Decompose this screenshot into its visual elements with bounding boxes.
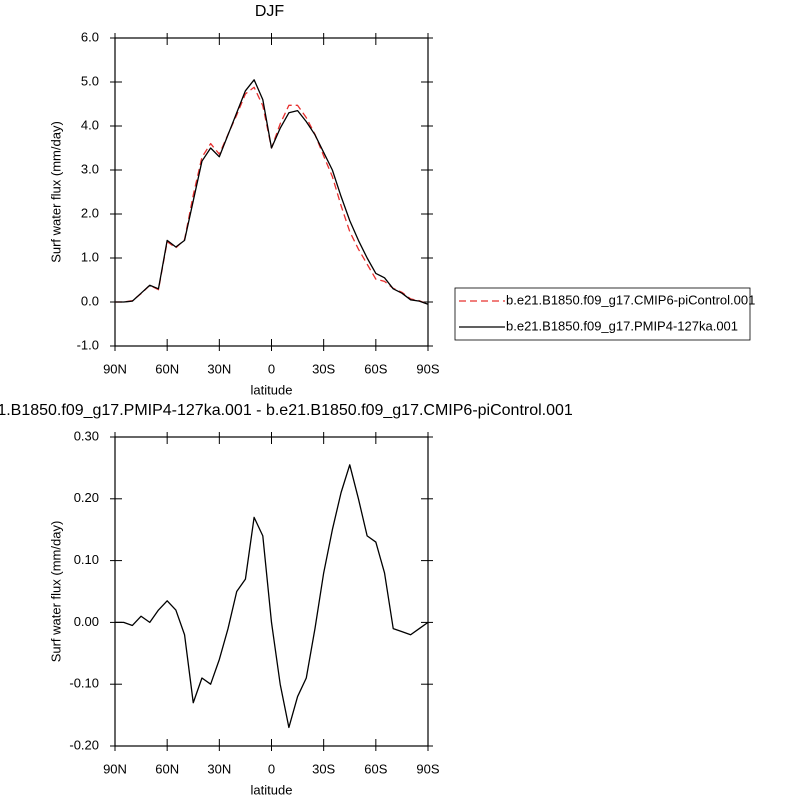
legend-label: b.e21.B1850.f09_g17.CMIP6-piControl.001	[506, 292, 755, 307]
y-tick-label: 0.0	[81, 293, 99, 308]
y-axis-label: Surf water flux (mm/day)	[48, 521, 63, 663]
legend-label: b.e21.B1850.f09_g17.PMIP4-127ka.001	[506, 318, 738, 333]
chart-title: b.e21.B1850.f09_g17.PMIP4-127ka.001 - b.…	[0, 402, 573, 419]
x-tick-label: 0	[268, 761, 275, 776]
x-axis-label: latitude	[251, 382, 293, 397]
x-tick-label: 30S	[312, 761, 335, 776]
y-tick-label: 0.10	[74, 552, 99, 567]
x-tick-label: 60N	[155, 361, 179, 376]
x-tick-label: 90S	[416, 361, 439, 376]
y-tick-label: 6.0	[81, 29, 99, 44]
y-tick-label: 0.00	[74, 614, 99, 629]
y-tick-label: 5.0	[81, 73, 99, 88]
chart-title: DJF	[255, 3, 285, 20]
y-tick-label: 4.0	[81, 117, 99, 132]
data-line	[115, 79, 429, 305]
y-tick-label: 3.0	[81, 161, 99, 176]
y-axis-label: Surf water flux (mm/day)	[48, 121, 63, 263]
y-tick-label: -0.10	[69, 676, 99, 691]
plot-frame	[114, 37, 429, 347]
x-tick-label: 90S	[416, 761, 439, 776]
x-tick-label: 30N	[207, 761, 231, 776]
y-tick-label: -0.20	[69, 737, 99, 752]
x-tick-label: 30S	[312, 361, 335, 376]
data-line	[115, 464, 429, 729]
y-tick-label: 1.0	[81, 249, 99, 264]
legend-box	[454, 287, 751, 341]
x-tick-label: 60S	[364, 361, 387, 376]
y-tick-label: 0.30	[74, 428, 99, 443]
y-tick-label: 0.20	[74, 490, 99, 505]
x-axis-label: latitude	[251, 782, 293, 797]
x-tick-label: 60N	[155, 761, 179, 776]
x-tick-label: 90N	[103, 761, 127, 776]
plot-frame	[114, 436, 429, 747]
x-tick-label: 60S	[364, 761, 387, 776]
x-tick-label: 90N	[103, 361, 127, 376]
y-tick-label: -1.0	[77, 337, 99, 352]
y-tick-label: 2.0	[81, 205, 99, 220]
x-tick-label: 0	[268, 361, 275, 376]
x-tick-label: 30N	[207, 361, 231, 376]
